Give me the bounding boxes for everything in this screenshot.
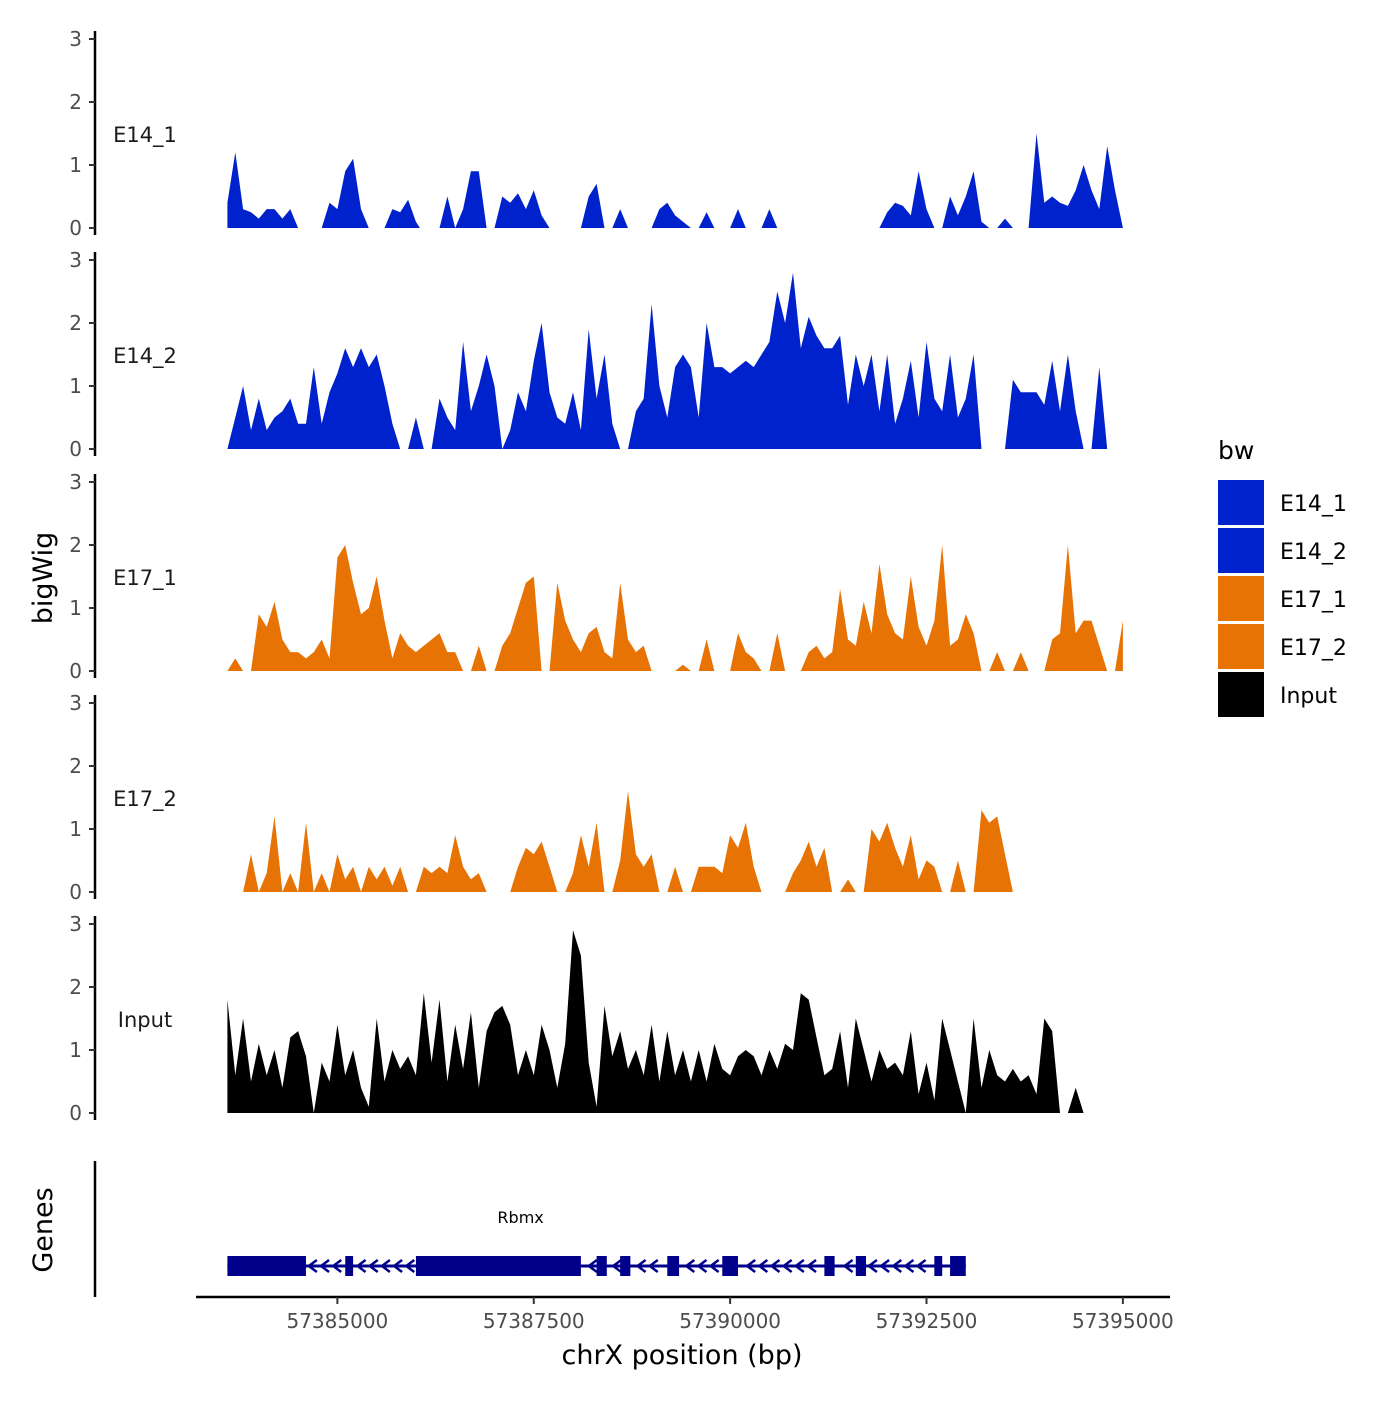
- gene-exon-5: [620, 1256, 631, 1276]
- tracks-group: 0 1 2 3 E14_1 0 1 2 3 E14_2 0 1 2 3 E17_1 0 1 2 3 E17_2 0 1 2 3…: [69, 27, 1123, 1125]
- y-tick-label-E17_1-3: 3: [69, 470, 82, 494]
- y-tick-label-E17_2-3: 3: [69, 691, 82, 715]
- legend-swatch-E14_1: [1218, 480, 1264, 525]
- y-tick-label-E14_2-0: 0: [69, 437, 82, 461]
- x-tick-label-1: 57387500: [483, 1309, 585, 1333]
- gene-strand-arrow: [379, 1259, 391, 1273]
- x-tick-label-0: 57385000: [286, 1309, 388, 1333]
- legend-swatch-E17_1: [1218, 576, 1264, 621]
- genes-group: Rbmx: [93, 1161, 966, 1297]
- legend-label-E17_1: E17_1: [1280, 588, 1347, 613]
- legend-swatch-E14_2: [1218, 528, 1264, 573]
- legend-label-E14_1: E14_1: [1280, 492, 1347, 517]
- gene-strand-arrow: [696, 1259, 708, 1273]
- y-tick-label-E14_2-3: 3: [69, 248, 82, 272]
- area-Input: [227, 930, 1084, 1113]
- genes-panel-title: Genes: [28, 1187, 59, 1272]
- legend: E14_1 E14_2 E17_1 E17_2 Input: [1218, 480, 1347, 717]
- gene-exon-9: [855, 1256, 867, 1276]
- gene-strand-arrow: [306, 1259, 318, 1273]
- gene-name-label: Rbmx: [497, 1208, 543, 1227]
- y-tick-label-E17_1-2: 2: [69, 533, 82, 557]
- x-tick-label-4: 57395000: [1072, 1309, 1174, 1333]
- y-tick-label-Input-0: 0: [69, 1101, 82, 1125]
- y-tick-label-E17_2-0: 0: [69, 880, 82, 904]
- y-tick-label-Input-2: 2: [69, 975, 82, 999]
- y-tick-label-E14_1-1: 1: [69, 153, 82, 177]
- gene-strand-arrow: [757, 1259, 769, 1273]
- gene-strand-arrow: [392, 1259, 403, 1273]
- gene-exon-1: [227, 1256, 306, 1276]
- gene-exon-6: [667, 1256, 680, 1276]
- legend-swatch-Input: [1218, 672, 1264, 717]
- track-E17_2: 0 1 2 3 E17_2: [69, 691, 1021, 904]
- gene-strand-arrow: [745, 1259, 756, 1273]
- y-tick-label-E14_1-2: 2: [69, 90, 82, 114]
- area-E14_2: [227, 272, 1108, 449]
- y-tick-label-E17_1-0: 0: [69, 659, 82, 683]
- gene-exon-10: [934, 1256, 943, 1276]
- legend-title: bw: [1218, 436, 1254, 465]
- area-E14_1: [227, 133, 1123, 228]
- y-axis-title: bigWig: [28, 532, 59, 625]
- y-tick-label-Input-3: 3: [69, 912, 82, 936]
- gene-strand-arrow: [647, 1259, 659, 1273]
- track-label-Input: Input: [118, 1008, 172, 1032]
- y-tick-label-E14_1-3: 3: [69, 27, 82, 51]
- track-Input: 0 1 2 3 Input: [69, 912, 1084, 1125]
- gene-strand-arrow: [331, 1259, 342, 1273]
- y-tick-label-E14_2-1: 1: [69, 374, 82, 398]
- track-label-E17_2: E17_2: [113, 787, 177, 812]
- gene-strand-arrow: [769, 1259, 781, 1273]
- y-tick-label-E14_2-2: 2: [69, 311, 82, 335]
- legend-label-Input: Input: [1280, 684, 1337, 709]
- y-tick-label-E14_1-0: 0: [69, 216, 82, 240]
- gene-strand-arrow: [915, 1259, 927, 1273]
- gene-strand-arrow: [842, 1259, 854, 1273]
- gene-strand-arrow: [611, 1259, 622, 1273]
- gene-exon-4: [596, 1256, 607, 1276]
- legend-swatch-E17_2: [1218, 624, 1264, 669]
- gene-exon-3: [415, 1256, 581, 1276]
- gene-strand-arrow: [684, 1259, 696, 1273]
- track-E14_2: 0 1 2 3 E14_2: [69, 248, 1108, 461]
- gene-strand-arrow: [781, 1259, 793, 1273]
- gene-strand-arrow: [318, 1259, 330, 1273]
- y-tick-label-E17_2-1: 1: [69, 817, 82, 841]
- gene-strand-arrow: [404, 1259, 416, 1273]
- y-tick-label-E17_1-1: 1: [69, 596, 82, 620]
- gene-exon-2: [345, 1256, 354, 1276]
- track-label-E17_1: E17_1: [113, 566, 177, 591]
- track-label-E14_2: E14_2: [113, 344, 177, 369]
- gene-strand-arrow: [635, 1259, 647, 1273]
- track-label-E14_1: E14_1: [113, 123, 177, 148]
- y-tick-label-Input-1: 1: [69, 1038, 82, 1062]
- gene-strand-arrow: [367, 1259, 379, 1273]
- gene-strand-arrow: [891, 1259, 903, 1273]
- gene-exon-11: [950, 1256, 966, 1276]
- track-E14_1: 0 1 2 3 E14_1: [69, 27, 1123, 240]
- gene-strand-arrow: [586, 1259, 598, 1273]
- y-tick-label-E17_2-2: 2: [69, 754, 82, 778]
- area-E17_1: [227, 545, 1123, 671]
- track-E17_1: 0 1 2 3 E17_1: [69, 470, 1123, 683]
- gene-strand-arrow: [805, 1259, 817, 1273]
- x-axis-title: chrX position (bp): [561, 1340, 802, 1371]
- gene-strand-arrow: [355, 1259, 367, 1273]
- x-tick-label-3: 57392500: [876, 1309, 978, 1333]
- gene-strand-arrow: [793, 1259, 805, 1273]
- legend-label-E14_2: E14_2: [1280, 540, 1347, 565]
- gene-strand-arrow: [903, 1259, 915, 1273]
- gene-strand-arrow: [708, 1259, 720, 1273]
- x-axis: 57385000 57387500 57390000 57392500 57395000: [196, 1295, 1174, 1333]
- legend-label-E17_2: E17_2: [1280, 636, 1347, 661]
- area-E17_2: [243, 791, 1021, 892]
- gene-strand-arrow: [866, 1259, 878, 1273]
- gene-strand-arrow: [879, 1259, 890, 1273]
- x-tick-label-2: 57390000: [679, 1309, 781, 1333]
- gene-exon-7: [722, 1256, 738, 1276]
- gene-exon-8: [824, 1256, 835, 1276]
